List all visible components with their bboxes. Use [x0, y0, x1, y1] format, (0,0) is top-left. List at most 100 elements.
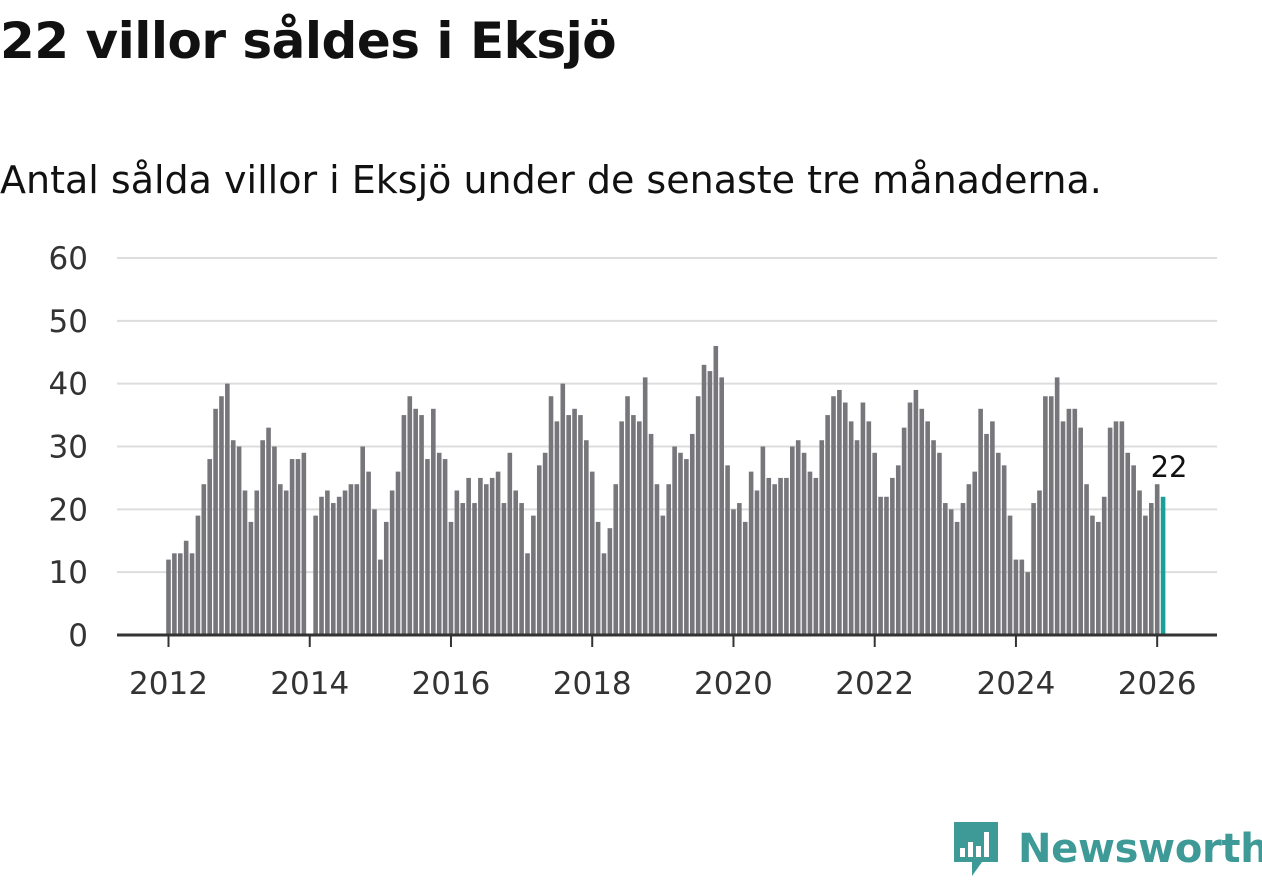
bar [425, 459, 430, 635]
bar [519, 503, 524, 635]
bar-highlight [1160, 496, 1166, 635]
bar [266, 427, 271, 635]
y-axis-labels: 0 10 20 30 40 50 60 [49, 241, 88, 654]
bar [684, 459, 689, 635]
bar [631, 415, 636, 635]
bar [866, 421, 872, 635]
y-tick-label: 10 [49, 555, 88, 591]
bar [990, 421, 995, 635]
bar [1131, 465, 1136, 635]
brand-logo: Newsworthy [950, 818, 1262, 880]
bar [984, 433, 989, 635]
bar [654, 484, 660, 635]
bar [272, 446, 277, 635]
bar [548, 396, 554, 635]
x-tick-label: 2012 [129, 666, 208, 702]
bar [254, 490, 260, 635]
bar [501, 503, 507, 635]
bar [737, 503, 742, 635]
bar [1019, 559, 1025, 635]
bar [642, 377, 648, 635]
bar [1125, 452, 1131, 635]
bar [995, 452, 1001, 635]
bar [554, 421, 560, 635]
bar [195, 515, 201, 635]
bar [378, 559, 383, 635]
bar [901, 427, 907, 635]
bar [825, 415, 830, 635]
bar [336, 496, 342, 635]
bar [278, 484, 283, 635]
bar [325, 490, 330, 635]
bar [177, 553, 183, 635]
bar [566, 415, 571, 635]
newsworthy-logo-icon [954, 822, 998, 876]
bar [495, 471, 501, 635]
bar [937, 452, 942, 635]
bar [213, 408, 218, 635]
bar [395, 471, 401, 635]
bar [289, 459, 295, 635]
bar [372, 509, 377, 635]
bar [637, 421, 642, 635]
bar [1007, 515, 1013, 635]
bar [595, 521, 601, 635]
x-axis-labels: 2012 2014 2016 2018 2020 2022 2024 2026 [129, 666, 1197, 702]
bar [1078, 427, 1083, 635]
bar [348, 484, 354, 635]
bar [648, 433, 654, 635]
bar [431, 408, 436, 635]
bar [1072, 408, 1078, 635]
bar [943, 503, 948, 635]
bar [701, 364, 707, 635]
bar [925, 421, 930, 635]
bar [472, 503, 477, 635]
y-tick-label: 50 [49, 304, 88, 340]
y-tick-label: 0 [68, 618, 88, 654]
bar [360, 446, 366, 635]
x-tick-label: 2016 [412, 666, 491, 702]
bar [766, 477, 772, 635]
bar [230, 440, 236, 635]
bar [572, 408, 577, 635]
bar [419, 415, 424, 635]
bar [183, 540, 189, 635]
bar [790, 446, 795, 635]
bar [389, 490, 395, 635]
bar [1143, 515, 1148, 635]
bar [1113, 421, 1119, 635]
bar [784, 477, 789, 635]
bar [1043, 396, 1048, 635]
bar [913, 389, 919, 635]
bar [919, 408, 925, 635]
chart-title: 22 villor såldes i Eksjö [0, 12, 617, 70]
bar [890, 477, 895, 635]
bar [1084, 484, 1089, 635]
bar [731, 509, 736, 635]
bar [625, 396, 630, 635]
y-tick-label: 60 [49, 241, 88, 277]
x-tick-label: 2018 [553, 666, 632, 702]
bar [460, 503, 466, 635]
bar [1154, 484, 1160, 635]
bar [666, 484, 672, 635]
x-tick-label: 2024 [976, 666, 1055, 702]
bar [831, 396, 836, 635]
bar [619, 421, 624, 635]
bar [707, 371, 713, 635]
bar [960, 503, 966, 635]
bar [678, 452, 683, 635]
bar [1148, 503, 1154, 635]
bar [1054, 377, 1060, 635]
x-tick-label: 2014 [270, 666, 349, 702]
bar [742, 521, 748, 635]
bar [589, 471, 595, 635]
bar [931, 440, 936, 635]
bar [507, 452, 513, 635]
bar [283, 490, 289, 635]
bar [1066, 408, 1072, 635]
bar [1001, 465, 1007, 635]
bar [613, 484, 619, 635]
bar [842, 402, 848, 635]
